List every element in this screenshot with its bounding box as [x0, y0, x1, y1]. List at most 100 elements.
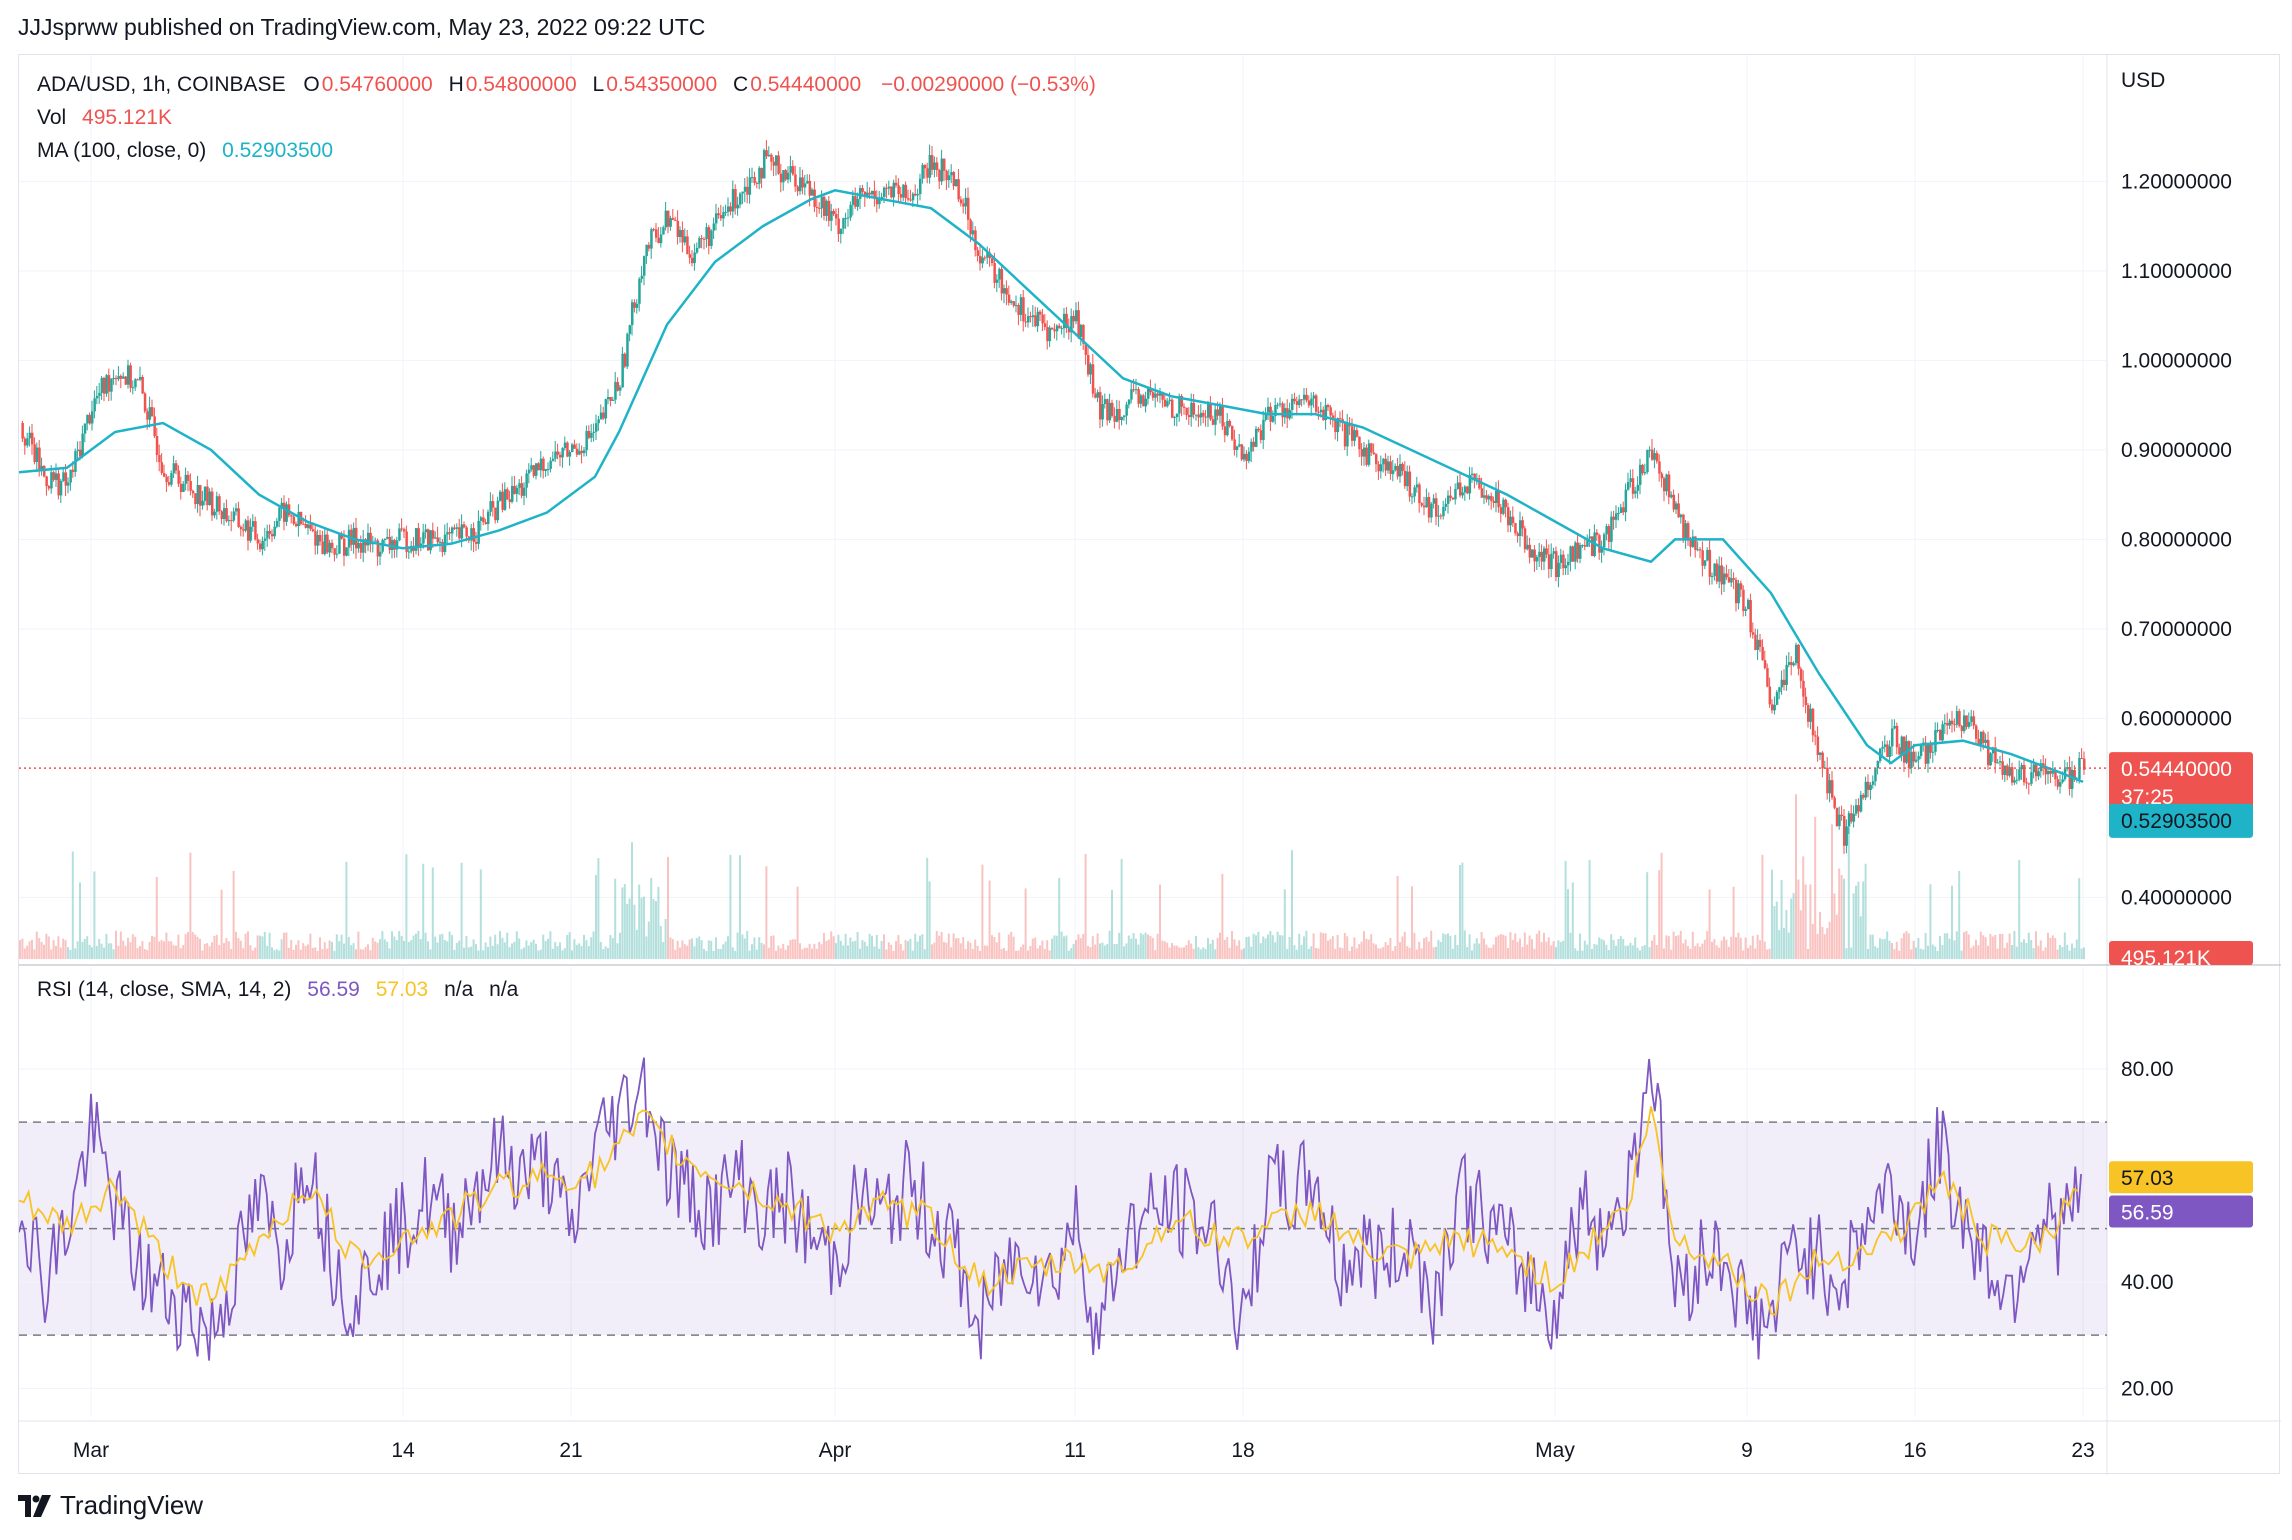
legend-close: 0.54440000 [750, 73, 862, 96]
volume-bar [539, 949, 542, 959]
candle-body [1785, 664, 1788, 686]
candle-body [1142, 395, 1145, 407]
volume-bar [1360, 941, 1363, 959]
candle-body [352, 527, 356, 545]
candle-body [508, 499, 512, 502]
candle-body [635, 303, 639, 308]
rsi-badge-text: 56.59 [2121, 1202, 2174, 1225]
candle-body [21, 423, 24, 439]
candle-body [1367, 443, 1371, 465]
volume-bar [1130, 938, 1133, 959]
chart-canvas[interactable]: 1.200000001.100000001.000000000.90000000… [19, 55, 2281, 1475]
volume-bar [1259, 943, 1262, 959]
candle-body [50, 472, 53, 489]
volume-bar [1612, 940, 1615, 959]
candle-body [775, 155, 778, 166]
volume-bar [640, 897, 643, 959]
volume-badge-bg [2109, 941, 2253, 965]
volume-bar [1264, 938, 1267, 959]
candle-body [1204, 416, 1208, 418]
candle-body [1319, 409, 1323, 413]
tradingview-logo[interactable]: TradingView [18, 1490, 203, 1521]
volume-bar [938, 935, 941, 959]
volume-bar [1305, 930, 1308, 959]
candle-body [880, 196, 884, 199]
volume-bar [537, 950, 540, 959]
volume-bar [415, 933, 417, 959]
candle-body [28, 432, 32, 439]
volume-bar [1209, 943, 1212, 959]
volume-bar [1063, 936, 1065, 959]
candle-body [1245, 453, 1248, 461]
volume-bar [1643, 945, 1646, 959]
candle-body [1730, 578, 1733, 583]
candle-body [1888, 746, 1892, 757]
volume-bar [1240, 949, 1243, 959]
candle-body [249, 526, 252, 541]
volume-bar [391, 931, 393, 959]
candle-body [1211, 419, 1215, 425]
volume-bar [124, 945, 127, 959]
volume-bar [1339, 947, 1341, 959]
candle-body [784, 170, 788, 180]
chart-frame[interactable]: 1.20000000 1.10000000 1.00000000 0.90000000… [18, 54, 2281, 1475]
volume-bar [590, 937, 593, 959]
candle-body [1653, 453, 1656, 460]
candle-body [1343, 423, 1347, 447]
volume-bar [583, 934, 585, 959]
volume-bar [1581, 950, 1584, 959]
candle-body [273, 526, 276, 537]
candle-body [976, 250, 980, 257]
candle-body [791, 166, 795, 175]
volume-bar [1483, 938, 1485, 959]
volume-bar [1879, 938, 1881, 959]
candle-body [1235, 446, 1239, 450]
volume-bar [2023, 939, 2025, 959]
volume-bar [1823, 934, 1826, 959]
candle-body [621, 353, 624, 388]
volume-bar [455, 942, 458, 959]
volume-bar [1144, 932, 1147, 959]
candle-body [518, 483, 521, 488]
candle-body [1171, 399, 1174, 418]
volume-bar [1288, 936, 1291, 959]
rsi-value: 56.59 [307, 978, 360, 1001]
volume-bar [1192, 948, 1195, 959]
volume-bar [43, 944, 45, 959]
volume-bar [839, 940, 842, 959]
volume-bar [1742, 950, 1745, 959]
volume-bar [1382, 947, 1385, 959]
candle-body [1468, 474, 1472, 494]
candle-body [206, 486, 209, 506]
volume-bar [518, 938, 521, 959]
candle-body [587, 430, 591, 438]
candle-body [1807, 705, 1810, 722]
candle-body [1017, 305, 1020, 315]
candle-body [122, 376, 125, 379]
candle-body [2071, 769, 2074, 789]
candle-body [1504, 499, 1508, 508]
volume-bar [1226, 937, 1229, 959]
candle-body [671, 218, 675, 220]
candle-body [79, 449, 82, 457]
candle-body [1727, 577, 1731, 583]
volume-bar [1787, 932, 1790, 959]
candle-body [599, 412, 603, 420]
candle-body [667, 210, 670, 227]
candle-body [698, 238, 701, 248]
volume-bar [1166, 942, 1169, 959]
volume-bar [237, 938, 240, 959]
candle-body [1850, 813, 1853, 822]
volume-bar [225, 938, 228, 959]
volume-bar [556, 946, 559, 959]
volume-bar [1955, 931, 1958, 959]
candle-body [1749, 600, 1752, 633]
candle-body [431, 530, 435, 539]
volume-bar [691, 938, 693, 959]
candle-body [1696, 549, 1700, 551]
volume-bar [1156, 933, 1159, 959]
candle-body [1648, 449, 1652, 451]
candle-body [655, 229, 658, 238]
candle-body [539, 458, 543, 471]
volume-bar [731, 947, 734, 959]
